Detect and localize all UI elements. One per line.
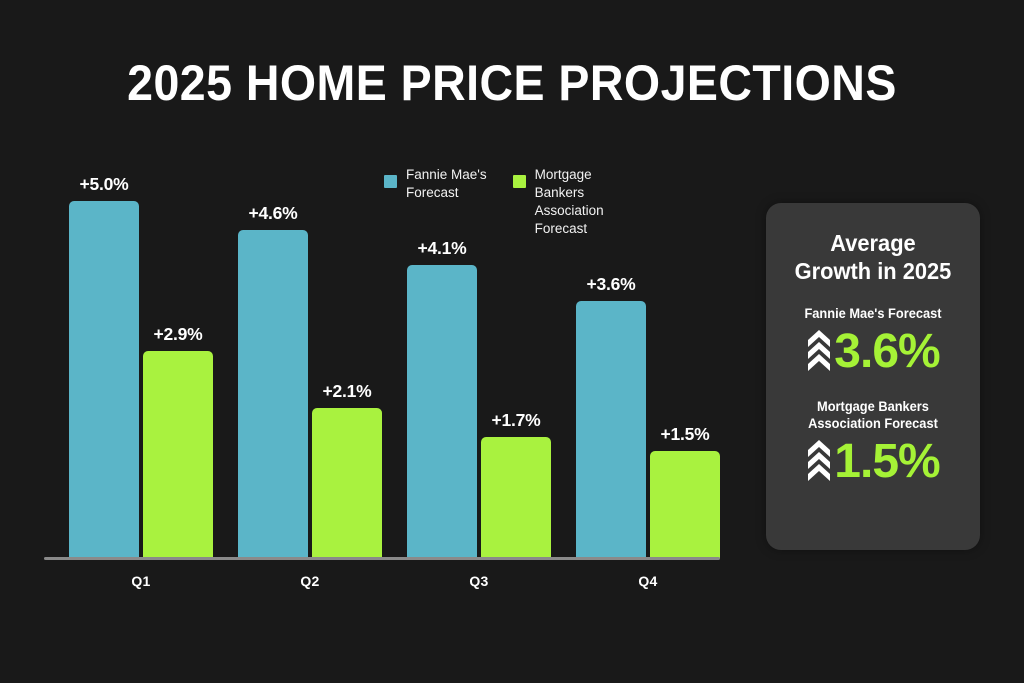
bar-value-label: +2.9% <box>153 323 203 344</box>
summary-entry-mortgage-bankers: Mortgage Bankers Association Forecast 1.… <box>766 398 980 488</box>
x-axis-line <box>44 557 720 560</box>
bar-rect[interactable] <box>650 450 720 558</box>
x-axis-tick-q4: Q4 <box>638 573 658 589</box>
triple-chevron-up-icon <box>806 438 832 487</box>
summary-entry-value-row: 1.5% <box>766 436 980 488</box>
triple-chevron-up-icon <box>806 328 832 377</box>
legend-swatch-icon <box>512 175 526 188</box>
legend-item-label: Fannie Mae's Forecast <box>406 167 487 200</box>
bar-group-q1: +5.0% +2.9% <box>44 174 213 562</box>
x-axis-tick-q2: Q2 <box>300 573 320 589</box>
legend-swatch-icon <box>384 175 397 188</box>
bar-value-label: +5.0% <box>79 174 129 194</box>
bar-rect[interactable] <box>312 408 382 558</box>
bar-value-label: +4.6% <box>248 202 298 223</box>
bar-q4-series-1[interactable]: +3.6% <box>576 274 646 558</box>
bar-rect[interactable] <box>481 436 551 558</box>
bar-rect[interactable] <box>576 300 646 558</box>
bar-q1-series-1[interactable]: +5.0% <box>69 174 139 558</box>
bar-rect[interactable] <box>69 201 139 558</box>
bar-value-label: +2.1% <box>322 381 372 402</box>
bar-rect[interactable] <box>238 229 308 558</box>
bar-rect[interactable] <box>143 350 213 558</box>
bar-value-label: +1.7% <box>491 409 541 430</box>
bar-q1-series-2[interactable]: +2.9% <box>143 324 213 558</box>
summary-panel-title: Average Growth in 2025 <box>794 230 952 284</box>
x-axis-tick-q1: Q1 <box>131 573 151 589</box>
bar-value-label: +3.6% <box>586 273 636 294</box>
summary-entry-label: Fannie Mae's Forecast <box>804 306 942 321</box>
chart-legend: Fannie Mae's Forecast Mortgage Bankers A… <box>384 166 645 238</box>
summary-entry-value: 3.6% <box>834 325 940 378</box>
bar-value-label: +4.1% <box>417 238 467 259</box>
summary-entry-value-row: 3.6% <box>766 326 980 378</box>
bar-group-q2: +4.6% +2.1% <box>213 180 382 562</box>
bar-q3-series-1[interactable]: +4.1% <box>407 238 477 558</box>
legend-item-mortgage-bankers: Mortgage Bankers Association Forecast <box>512 166 645 238</box>
bar-q2-series-1[interactable]: +4.6% <box>238 203 308 558</box>
legend-item-fannie-mae: Fannie Mae's Forecast <box>384 166 487 202</box>
bar-q2-series-2[interactable]: +2.1% <box>312 381 382 558</box>
bar-group-q3: +4.1% +1.7% <box>382 180 551 562</box>
bar-q4-series-2[interactable]: +1.5% <box>650 424 720 558</box>
x-axis-tick-q3: Q3 <box>469 573 489 589</box>
bar-value-label: +1.5% <box>660 423 710 444</box>
bar-chart-plot-area: +5.0% +2.9% +4.6% +2.1% +4.1% +1.7% +3.6% +1.5% <box>44 174 720 562</box>
bar-rect[interactable] <box>407 265 477 558</box>
legend-item-label: Mortgage Bankers Association Forecast <box>534 167 604 236</box>
bar-group-q4: +3.6% +1.5% <box>551 180 720 562</box>
summary-panel: Average Growth in 2025 Fannie Mae's Fore… <box>766 203 980 550</box>
page-title: 2025 HOME PRICE PROJECTIONS <box>127 55 897 111</box>
summary-entry-label: Mortgage Bankers Association Forecast <box>808 399 938 431</box>
bar-q3-series-2[interactable]: +1.7% <box>481 410 551 558</box>
summary-entry-value: 1.5% <box>834 435 940 488</box>
summary-entry-fannie-mae: Fannie Mae's Forecast 3.6% <box>766 305 980 378</box>
